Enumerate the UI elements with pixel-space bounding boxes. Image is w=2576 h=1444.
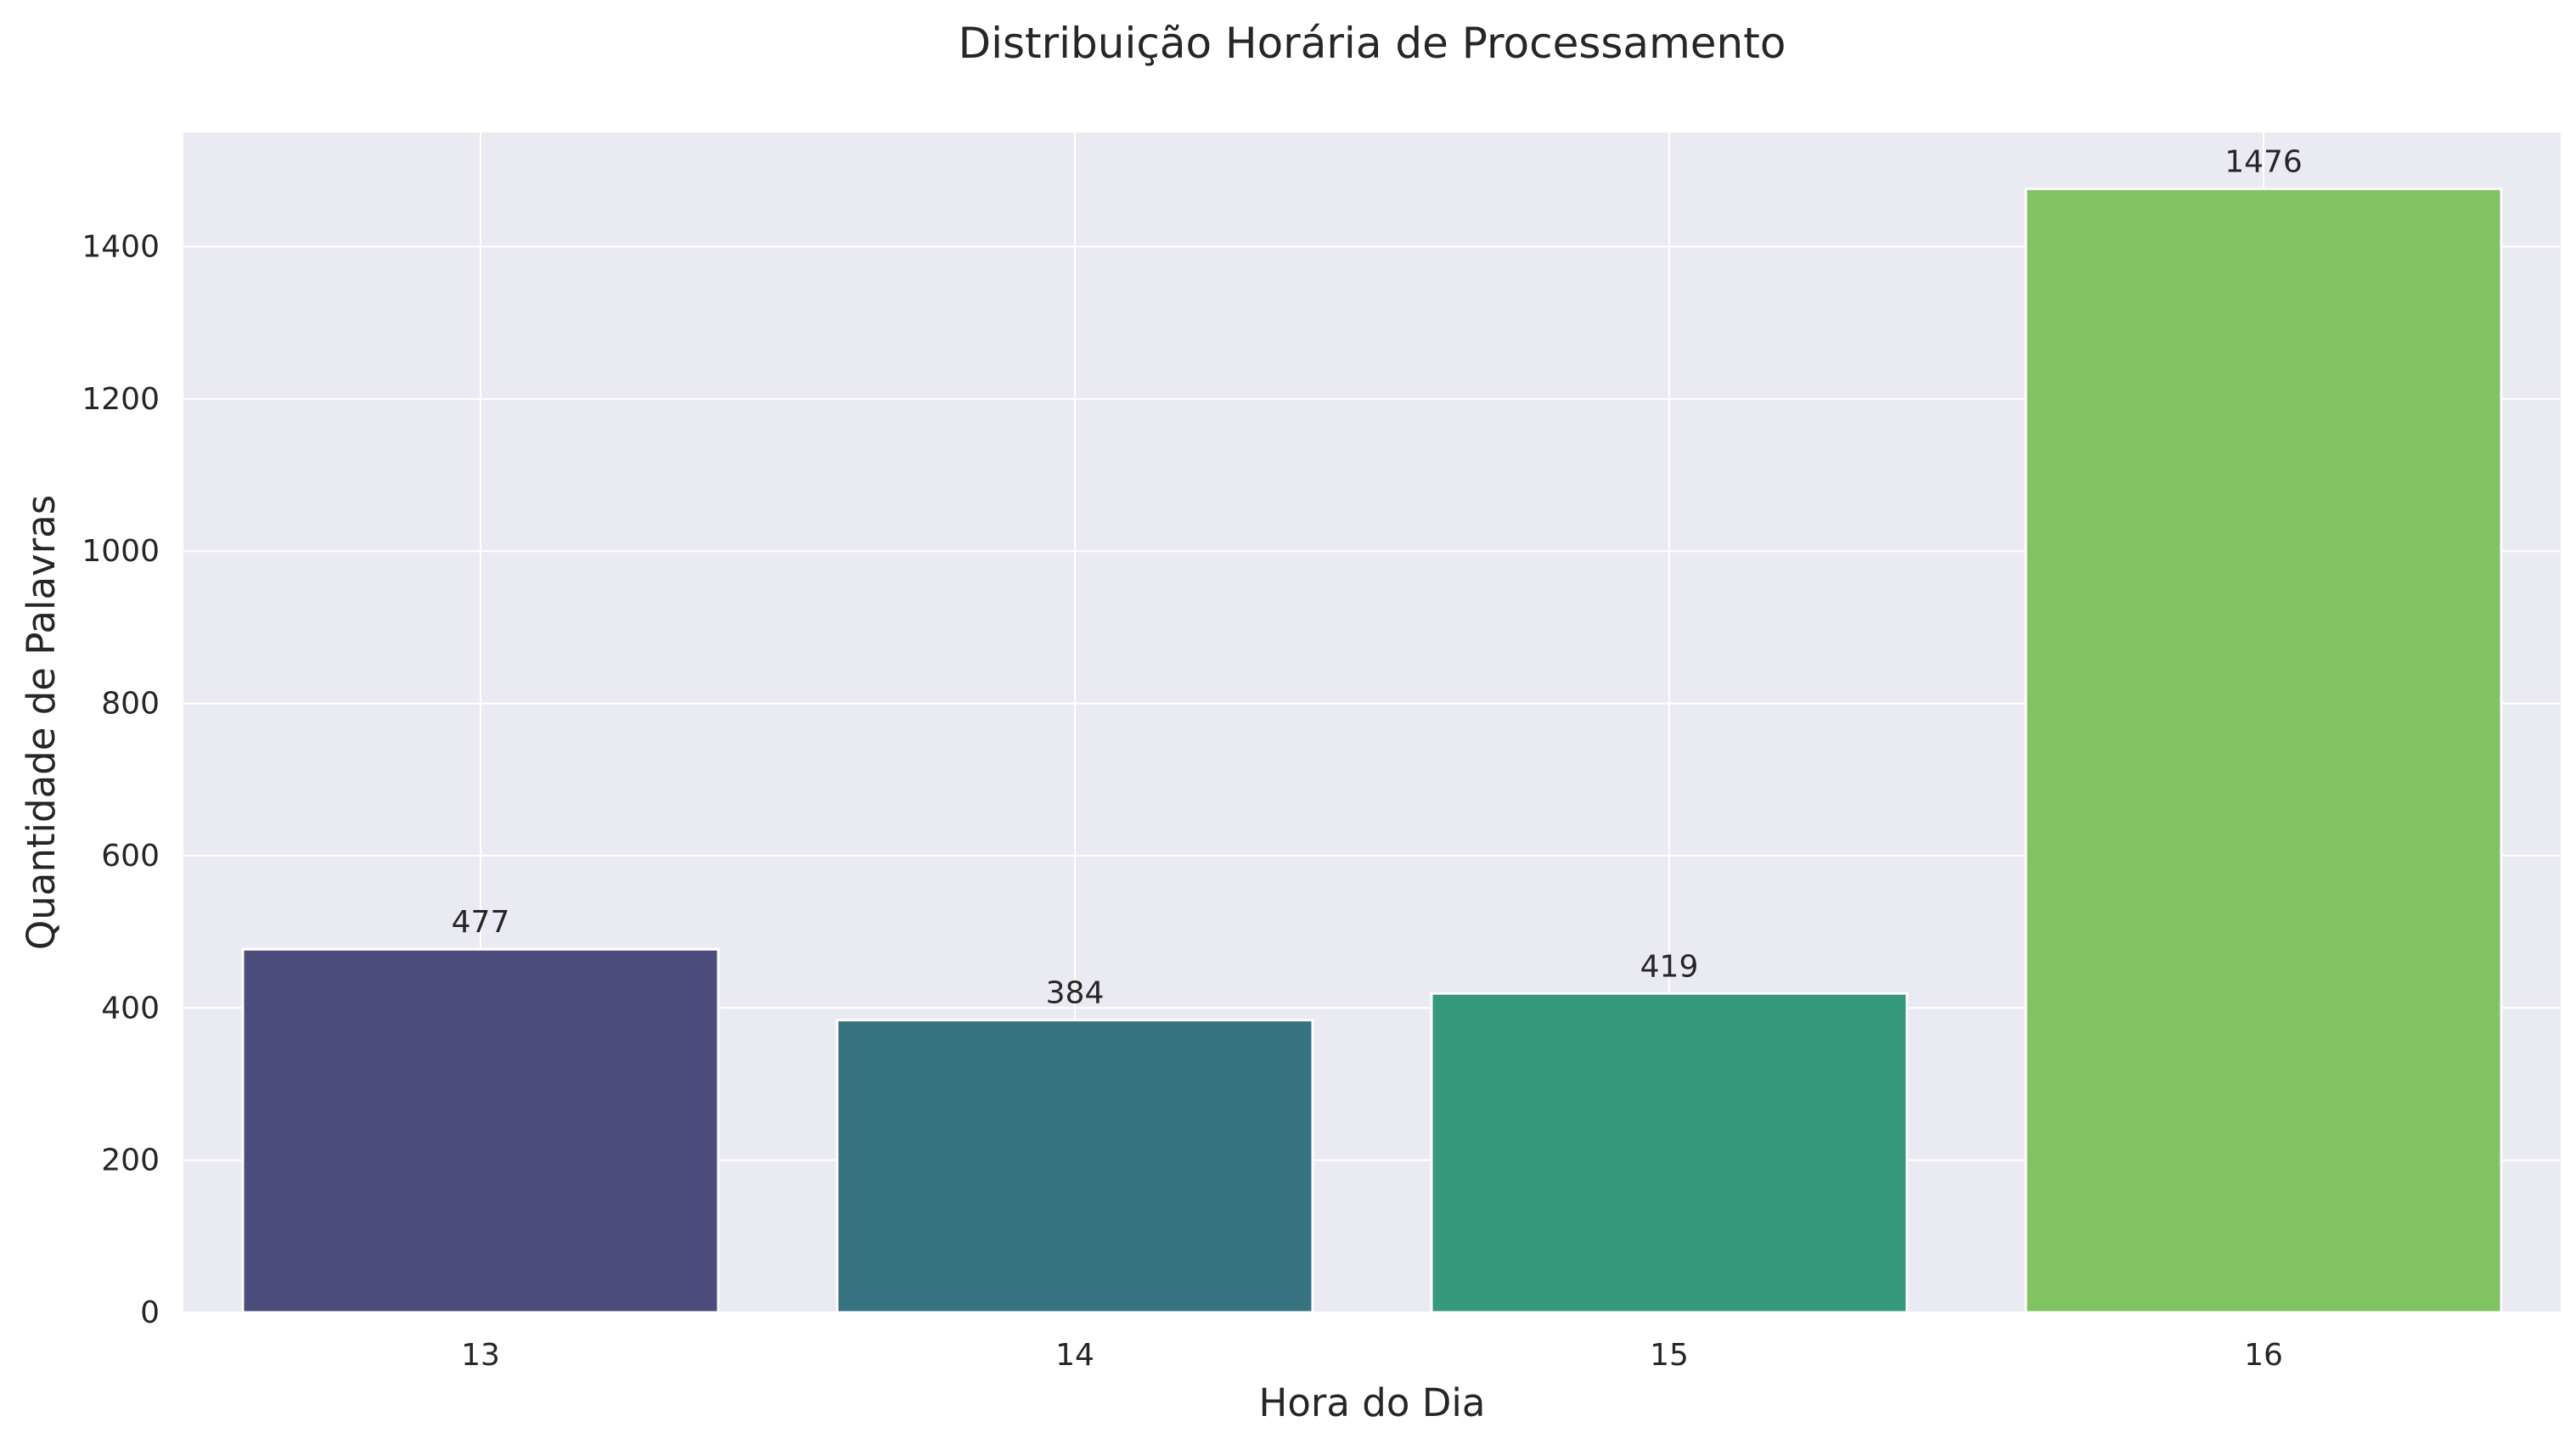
bar-13 xyxy=(241,947,720,1314)
value-labels: 477 384 419 1476 xyxy=(452,144,2303,1010)
y-tick-label: 1200 xyxy=(82,382,160,417)
x-tick-labels: 13 14 15 16 xyxy=(461,1338,2283,1373)
x-tick-label: 14 xyxy=(1055,1338,1094,1373)
bar-value-label: 384 xyxy=(1046,976,1105,1011)
bar-value-label: 1476 xyxy=(2224,144,2303,179)
x-axis-label: Hora do Dia xyxy=(1259,1380,1486,1425)
y-tick-label: 400 xyxy=(101,991,160,1025)
y-tick-labels: 0 200 400 600 800 1000 1200 1400 xyxy=(82,230,160,1330)
x-tick-label: 13 xyxy=(461,1338,500,1373)
y-tick-label: 600 xyxy=(101,839,160,874)
chart-title: Distribuição Horária de Processamento xyxy=(959,19,1786,68)
y-tick-label: 200 xyxy=(101,1143,160,1178)
y-tick-label: 800 xyxy=(101,687,160,722)
y-tick-label: 1400 xyxy=(82,230,160,265)
bars xyxy=(241,187,2503,1314)
bar-value-label: 419 xyxy=(1640,949,1699,984)
x-tick-label: 15 xyxy=(1650,1338,1689,1373)
y-tick-label: 0 xyxy=(140,1295,160,1330)
y-tick-label: 1000 xyxy=(82,534,160,569)
bar-15 xyxy=(1430,992,1909,1314)
y-axis-label: Quantidade de Palavras xyxy=(19,495,64,950)
bar-16 xyxy=(2024,187,2503,1314)
x-tick-label: 16 xyxy=(2244,1338,2283,1373)
bar-14 xyxy=(835,1019,1314,1314)
bar-value-label: 477 xyxy=(452,905,510,940)
